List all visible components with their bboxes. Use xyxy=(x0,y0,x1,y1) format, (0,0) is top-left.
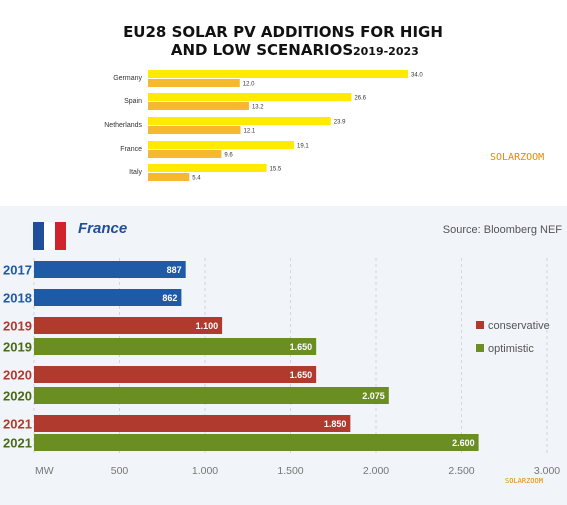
category-label: Germany xyxy=(113,75,142,82)
watermark-top: SOLARZOOM xyxy=(490,152,544,163)
chart-title-line1: EU28 SOLAR PV ADDITIONS FOR HIGH xyxy=(123,23,443,41)
bar xyxy=(148,150,222,158)
data-label: 5.4 xyxy=(192,176,201,182)
data-label: 13.2 xyxy=(252,105,264,111)
data-label: 19.1 xyxy=(297,144,309,150)
bar xyxy=(148,70,408,78)
data-label: 12.1 xyxy=(244,129,256,135)
data-label: 26.6 xyxy=(354,96,366,102)
bar xyxy=(148,117,331,125)
bar xyxy=(148,93,352,101)
bar xyxy=(148,141,295,149)
category-label: Netherlands xyxy=(104,122,142,129)
data-label: 15.5 xyxy=(270,167,282,173)
bar xyxy=(148,102,249,110)
data-label: 12.0 xyxy=(243,82,255,88)
top-bar-chart: EU28 SOLAR PV ADDITIONS FOR HIGH AND LOW… xyxy=(104,23,544,182)
data-label: 23.9 xyxy=(334,120,346,126)
chart-title-line2: AND LOW SCENARIOS xyxy=(171,41,353,59)
category-label: Spain xyxy=(124,98,142,105)
bar xyxy=(148,79,240,87)
category-label: Italy xyxy=(129,169,142,176)
bar xyxy=(148,126,241,134)
bottom-chart-panel xyxy=(0,206,567,505)
data-label: 9.6 xyxy=(224,153,233,159)
bar xyxy=(148,173,190,181)
bar xyxy=(148,164,267,172)
chart-title-years: 2019-2023 xyxy=(353,45,419,58)
category-label: France xyxy=(120,146,142,153)
data-label: 34.0 xyxy=(411,73,423,79)
